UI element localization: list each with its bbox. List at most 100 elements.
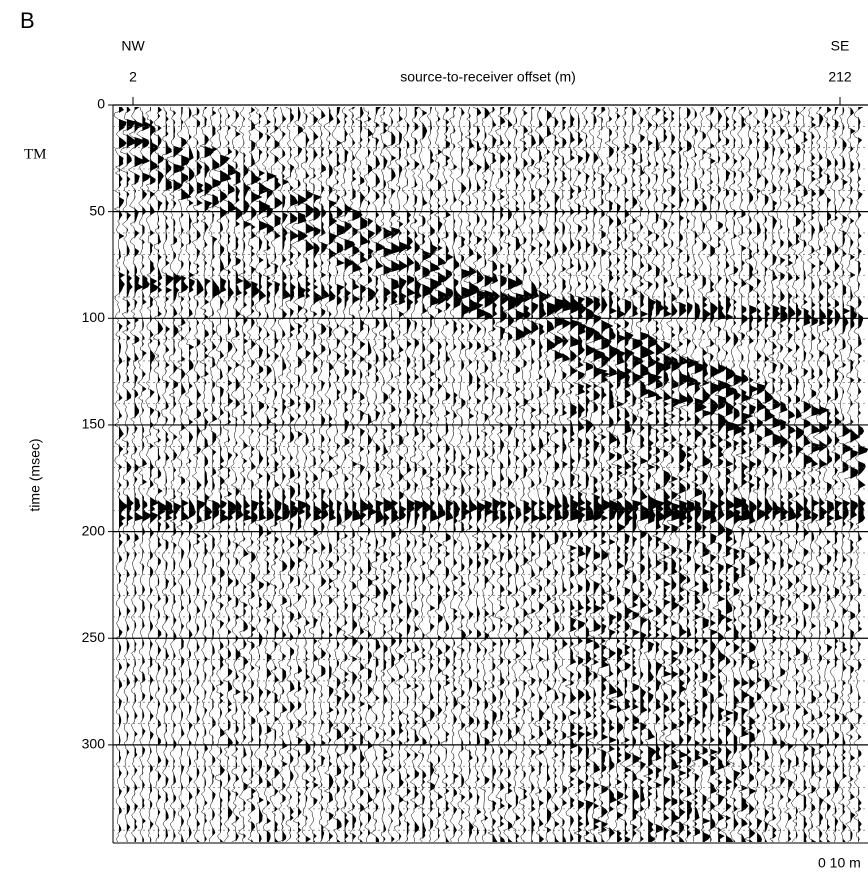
trace-fill xyxy=(391,107,402,842)
trace-wiggle xyxy=(664,106,684,843)
trace-fill xyxy=(710,107,721,842)
x-tick-label: 2 xyxy=(129,69,137,85)
trace-wiggle xyxy=(842,106,861,843)
trace-fill xyxy=(360,107,370,842)
trace-wiggle xyxy=(331,106,346,843)
trace-wiggle xyxy=(222,106,237,843)
trace-wiggle xyxy=(585,106,609,843)
trace-fill xyxy=(811,107,823,842)
trace-fill xyxy=(687,107,699,842)
trace-wiggle xyxy=(775,106,789,843)
trace-wiggle xyxy=(711,106,733,843)
trace-wiggle xyxy=(308,106,323,843)
trace-wiggle xyxy=(658,106,675,843)
trace-wiggle xyxy=(377,106,396,843)
y-tick-label: 150 xyxy=(82,416,106,432)
panel-label: B xyxy=(20,8,35,33)
trace-wiggle xyxy=(642,106,663,843)
trace-fill xyxy=(648,107,662,842)
trace-wiggle xyxy=(534,106,550,843)
trace-fill xyxy=(764,107,775,842)
trace-wiggle xyxy=(461,106,484,843)
trace-wiggle xyxy=(152,106,167,843)
trace-wiggle xyxy=(184,106,196,843)
trace-wiggle xyxy=(199,106,214,843)
trace-fill xyxy=(671,107,683,842)
trace-wiggle xyxy=(821,106,835,843)
trace-wiggle xyxy=(245,106,263,843)
trace-fill xyxy=(399,107,408,842)
trace-wiggle xyxy=(251,106,271,843)
trace-wiggle xyxy=(526,106,541,843)
trace-wiggle xyxy=(161,106,175,843)
trace-fill xyxy=(336,107,345,842)
trace-wiggle xyxy=(503,107,519,843)
trace-fill xyxy=(251,107,262,842)
trace-wiggle xyxy=(369,106,386,843)
trace-wiggle xyxy=(431,106,452,843)
side-note: TM xyxy=(24,146,47,162)
trace-wiggle xyxy=(456,106,472,843)
trace-fill xyxy=(142,107,152,842)
trace-fill xyxy=(313,107,322,842)
trace-fill xyxy=(282,107,291,842)
trace-fill xyxy=(383,107,395,842)
trace-fill xyxy=(157,107,167,842)
trace-fill xyxy=(850,107,861,842)
trace-fill xyxy=(679,107,690,842)
trace-wiggle xyxy=(718,106,739,843)
trace-wiggle xyxy=(277,106,292,843)
y-tick-label: 200 xyxy=(82,522,106,538)
trace-fill xyxy=(305,107,315,842)
x-tick-label: 212 xyxy=(828,69,852,85)
trace-wiggle xyxy=(548,106,570,843)
trace-wiggle xyxy=(852,106,868,843)
trace-wiggle xyxy=(695,106,715,843)
trace-fill xyxy=(329,107,338,842)
trace-wiggle xyxy=(790,106,805,843)
trace-fill xyxy=(718,107,732,842)
trace-wiggle xyxy=(448,106,462,843)
trace-fill xyxy=(189,107,196,842)
trace-fill xyxy=(453,107,462,842)
trace-wiggle xyxy=(230,106,244,843)
trace-wiggle xyxy=(259,106,278,843)
trace-fill xyxy=(757,107,767,842)
x-axis-title: source-to-receiver offset (m) xyxy=(400,69,576,85)
trace-wiggle xyxy=(323,106,338,843)
trace-fill xyxy=(593,107,608,842)
trace-wiggle xyxy=(829,106,844,843)
trace-wiggle xyxy=(409,106,424,843)
trace-fill xyxy=(827,107,835,842)
y-tick-label: 0 xyxy=(97,96,105,112)
trace-wiggle xyxy=(479,106,497,843)
trace-wiggle xyxy=(518,106,536,843)
trace-fill xyxy=(227,107,237,842)
trace-wiggle xyxy=(764,106,784,843)
trace-fill xyxy=(165,107,175,842)
trace-fill xyxy=(461,107,472,842)
trace-wiggle xyxy=(393,106,409,843)
trace-fill xyxy=(694,107,705,842)
trace-fill xyxy=(570,107,584,842)
trace-fill xyxy=(414,107,424,842)
trace-wiggle xyxy=(798,106,814,843)
trace-fill xyxy=(539,107,550,842)
trace-wiggle xyxy=(812,106,831,843)
trace-fill xyxy=(531,107,541,842)
trace-fill xyxy=(585,107,600,842)
left-end-label: NW xyxy=(121,38,145,54)
trace-wiggle xyxy=(119,106,137,843)
trace-wiggle xyxy=(750,106,767,843)
trace-wiggle xyxy=(174,106,192,843)
trace-fill xyxy=(321,107,330,842)
trace-wiggle xyxy=(735,106,754,843)
y-tick-label: 50 xyxy=(89,202,105,218)
trace-wiggle xyxy=(145,106,160,843)
trace-fill xyxy=(235,107,244,842)
trace-wiggle xyxy=(705,106,721,843)
trace-fill xyxy=(655,107,668,842)
trace-wiggle xyxy=(355,106,371,843)
trace-wiggle xyxy=(679,106,700,843)
